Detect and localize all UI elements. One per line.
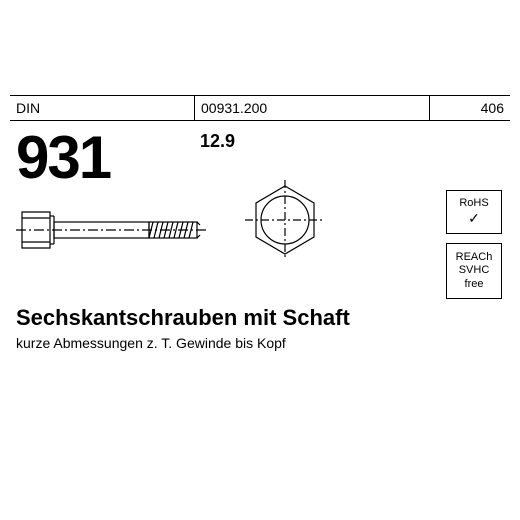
rohs-badge: RoHS ✓ [446,190,502,234]
reach-line1: REACh [456,251,493,264]
rohs-label: RoHS [459,197,488,210]
reach-badge: REACh SVHC free [446,243,502,299]
bolt-hex-icon [245,180,325,260]
strength-grade: 12.9 [200,131,235,152]
din-number: 931 [16,123,110,192]
header-row: DIN 00931.200 406 [10,95,510,121]
product-title: Sechskantschrauben mit Schaft [16,305,350,331]
reach-line2: SVHC [459,264,490,277]
header-ref: 406 [430,96,510,120]
bolt-side-icon [16,200,206,260]
product-subtitle: kurze Abmessungen z. T. Gewinde bis Kopf [16,335,286,351]
header-code: 00931.200 [195,96,430,120]
check-icon: ✓ [468,210,480,227]
header-std: DIN [10,96,195,120]
reach-line3: free [465,278,484,291]
